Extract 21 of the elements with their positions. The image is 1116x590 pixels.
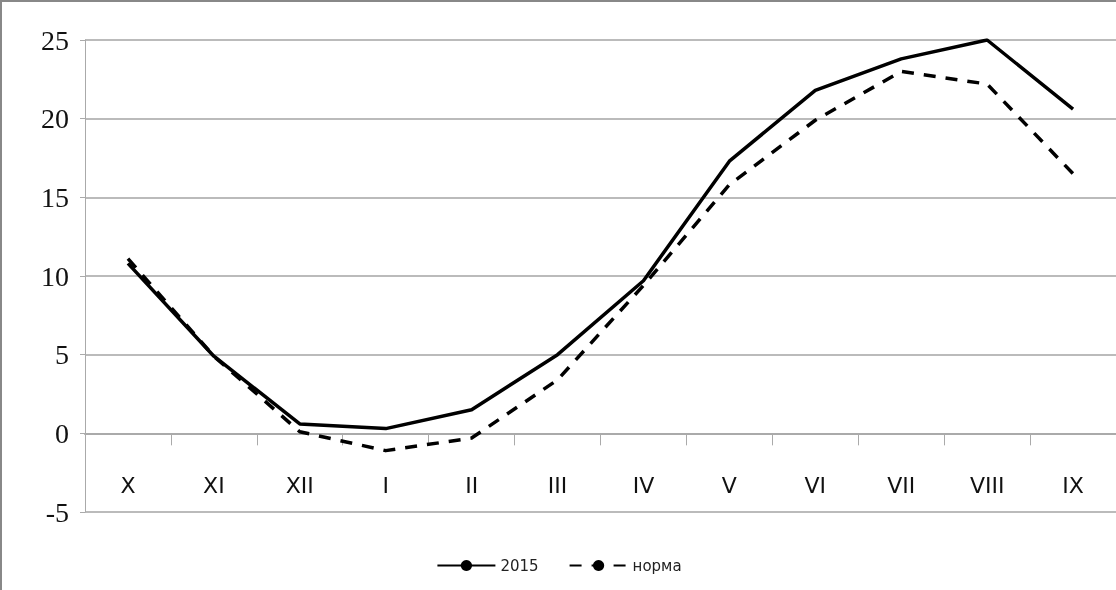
x-tick-label: V [721,472,737,498]
y-tick-label: 0 [55,417,69,449]
x-tick-label: VIII [969,472,1005,498]
x-tick-label: VII [887,472,916,498]
y-tick-label: 15 [41,181,69,213]
x-tick-label: II [465,472,479,498]
x-tick-label: X [120,472,136,498]
legend-label: 2015 [500,556,539,575]
y-tick-label: 5 [55,339,69,371]
x-tick-label: IX [1062,472,1084,498]
y-tick-label: -5 [45,496,69,528]
y-tick-label: 20 [41,103,69,135]
x-tick-label: IV [632,472,655,498]
y-tick-label: 25 [41,24,69,56]
legend-label: норма [632,556,682,575]
x-tick-label: III [547,472,568,498]
x-tick-label: XII [285,472,314,498]
x-tick-label: I [382,472,389,498]
x-tick-label: VI [804,472,827,498]
y-tick-label: 10 [41,260,69,292]
x-tick-label: XI [203,472,225,498]
